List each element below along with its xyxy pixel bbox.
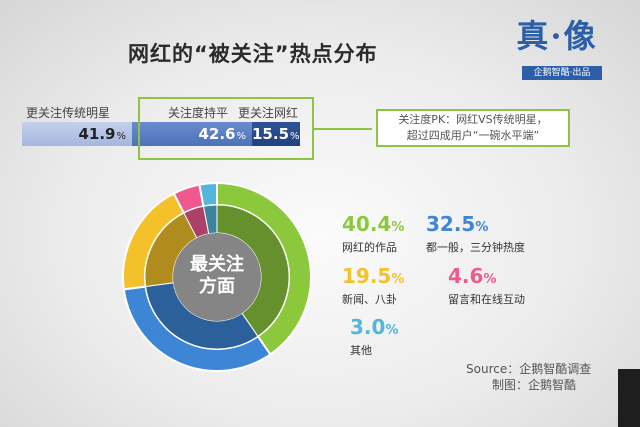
highlight-box (138, 97, 314, 160)
legend-name-works: 网红的作品 (342, 241, 397, 254)
legend-value-average: 32.5% (426, 212, 489, 236)
bar-unit: % (116, 131, 126, 142)
callout-line-1: 关注度PK：网红VS传统明星， (398, 113, 548, 126)
bar-value-traditional: 41.9 (78, 125, 116, 143)
bar-label-equal: 关注度持平 (168, 106, 229, 120)
donut-center-label: 最关注 方面 (180, 254, 254, 298)
legend-item-works: 40.4% 网红的作品 (342, 212, 452, 255)
bar-label-traditional: 更关注传统明星 (26, 106, 111, 120)
logo-subtitle: 企鹅智酷·出品 (522, 66, 602, 80)
bar-unit: % (236, 131, 246, 142)
legend-value-works: 40.4% (342, 212, 405, 236)
callout-line-2: 超过四成用户“一碗水平端” (406, 129, 540, 142)
bar-value-equal: 42.6 (198, 125, 236, 143)
legend-name-interaction: 留言和在线互动 (448, 293, 525, 306)
callout-connector (314, 128, 372, 130)
legend-value-interaction: 4.6% (448, 264, 497, 288)
bar-segment-influencer: 15.5% (252, 122, 300, 146)
donut-inner-ring (144, 204, 290, 350)
legend-value-other: 3.0% (350, 315, 399, 339)
legend-name-average: 都一般，三分钟热度 (426, 241, 525, 254)
callout-box: 关注度PK：网红VS传统明星， 超过四成用户“一碗水平端” (376, 109, 570, 147)
bar-value-influencer: 15.5 (252, 125, 290, 143)
source-note: Source：企鹅智酷调查 (466, 362, 592, 376)
donut-center (173, 233, 261, 321)
center-label-line-2: 方面 (199, 276, 235, 297)
donut-slice-outer-4 (198, 181, 218, 208)
bar-segment-traditional: 41.9% (22, 122, 132, 146)
legend-item-interaction: 4.6% 留言和在线互动 (448, 264, 558, 307)
legend-value-news: 19.5% (342, 264, 405, 288)
corner-decoration (618, 369, 640, 427)
page-title: 网红的“被关注”热点分布 (128, 42, 378, 66)
legend-name-news: 新闻、八卦 (342, 293, 397, 306)
legend-item-other: 3.0% 其他 (350, 315, 460, 358)
legend-name-other: 其他 (350, 344, 372, 357)
bar-segment-equal: 42.6% (132, 122, 252, 146)
bar-unit: % (290, 131, 300, 142)
logo-wordmark: 真·像 (516, 17, 598, 55)
brand-logo: 真·像 企鹅智酷·出品 (498, 14, 616, 84)
center-label-line-1: 最关注 (190, 254, 244, 275)
bar-label-influencer: 更关注网红 (238, 106, 299, 120)
legend-item-average: 32.5% 都一般，三分钟热度 (426, 212, 556, 255)
maker-note: 制图：企鹅智酷 (492, 378, 577, 392)
legend-item-news: 19.5% 新闻、八卦 (342, 264, 452, 307)
